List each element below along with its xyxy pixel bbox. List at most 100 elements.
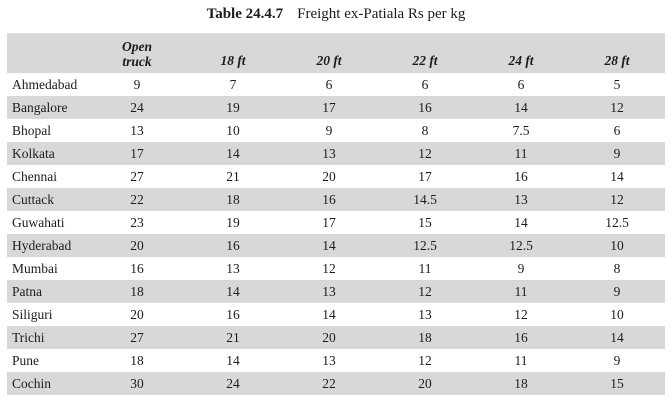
row-city-label: Siliguri bbox=[12, 306, 53, 322]
row-city-label: Kolkata bbox=[7, 142, 89, 165]
table-row: Patna 18 14 13 12 11 9 bbox=[7, 280, 665, 303]
freight-value-cell: 10 bbox=[610, 306, 624, 322]
freight-value-cell: 19 bbox=[185, 96, 281, 119]
row-city-label: Trichi bbox=[7, 326, 89, 349]
freight-value-cell: 14.5 bbox=[377, 188, 473, 211]
table-row: Ahmedabad 9 7 6 6 6 5 bbox=[7, 73, 665, 96]
freight-value-cell: 13 bbox=[281, 280, 377, 303]
freight-value-cell: 16 bbox=[185, 234, 281, 257]
header-open-truck: Open truck bbox=[89, 33, 185, 73]
freight-value-cell: 21 bbox=[226, 168, 240, 184]
table-row: Bhopal 13 10 9 8 7.5 6 bbox=[7, 119, 665, 142]
row-city-label: Cochin bbox=[7, 372, 89, 395]
table-number: Table 24.4.7 bbox=[206, 6, 284, 22]
freight-value-cell: 12 bbox=[569, 188, 665, 211]
freight-value-cell: 11 bbox=[418, 260, 432, 276]
freight-value-cell: 13 bbox=[281, 142, 377, 165]
freight-value-cell: 17 bbox=[89, 142, 185, 165]
freight-value-cell: 9 bbox=[569, 280, 665, 303]
row-city-label: Hyderabad bbox=[7, 234, 89, 257]
freight-value-cell: 13 bbox=[322, 352, 336, 368]
freight-value-cell: 20 bbox=[377, 372, 473, 395]
header-18ft: 18 ft bbox=[185, 33, 281, 73]
freight-value-cell: 8 bbox=[613, 260, 621, 276]
row-city-label: Cuttack bbox=[7, 188, 89, 211]
freight-value-cell: 14 bbox=[185, 142, 281, 165]
table-row: Chennai 27 21 20 17 16 14 bbox=[7, 165, 665, 188]
table-row: Hyderabad 20 16 14 12.5 12.5 10 bbox=[7, 234, 665, 257]
table-row: Bangalore 24 19 17 16 14 12 bbox=[7, 96, 665, 119]
freight-value-cell: 20 bbox=[89, 234, 185, 257]
freight-value-cell: 18 bbox=[377, 326, 473, 349]
table-row: Mumbai 16 13 12 11 9 8 bbox=[7, 257, 665, 280]
header-22ft: 22 ft bbox=[377, 33, 473, 73]
freight-value-cell: 8 bbox=[421, 122, 429, 138]
freight-value-cell: 12 bbox=[377, 142, 473, 165]
freight-value-cell: 16 bbox=[514, 168, 528, 184]
freight-value-cell: 19 bbox=[226, 214, 240, 230]
table-row: Cochin 30 24 22 20 18 15 bbox=[7, 372, 665, 395]
row-city-label: Patna bbox=[7, 280, 89, 303]
freight-value-cell: 21 bbox=[185, 326, 281, 349]
freight-value-cell: 17 bbox=[322, 214, 336, 230]
freight-value-cell: 12 bbox=[377, 280, 473, 303]
freight-value-cell: 16 bbox=[130, 260, 144, 276]
table-row: Siliguri 20 16 14 13 12 10 bbox=[7, 303, 665, 326]
freight-value-cell: 22 bbox=[281, 372, 377, 395]
freight-value-cell: 6 bbox=[517, 76, 525, 92]
freight-value-cell: 13 bbox=[226, 260, 240, 276]
freight-value-cell: 7.5 bbox=[512, 122, 530, 138]
freight-value-cell: 14 bbox=[185, 280, 281, 303]
freight-value-cell: 13 bbox=[130, 122, 144, 138]
freight-value-cell: 12.5 bbox=[605, 214, 629, 230]
freight-value-cell: 24 bbox=[89, 96, 185, 119]
table-row: Cuttack 22 18 16 14.5 13 12 bbox=[7, 188, 665, 211]
freight-value-cell: 22 bbox=[89, 188, 185, 211]
freight-value-cell: 9 bbox=[613, 352, 621, 368]
freight-value-cell: 9 bbox=[133, 76, 141, 92]
freight-value-cell: 17 bbox=[281, 96, 377, 119]
table-row: Pune 18 14 13 12 11 9 bbox=[7, 349, 665, 372]
row-city-label: Bangalore bbox=[7, 96, 89, 119]
table-title: Freight ex-Patiala Rs per kg bbox=[297, 6, 466, 22]
row-city-label: Bhopal bbox=[12, 122, 51, 138]
freight-value-cell: 10 bbox=[569, 234, 665, 257]
freight-value-cell: 12.5 bbox=[473, 234, 569, 257]
freight-value-cell: 14 bbox=[569, 326, 665, 349]
freight-value-cell: 13 bbox=[418, 306, 432, 322]
table-header-row: Open truck 18 ft 20 ft 22 ft 24 ft 28 ft bbox=[7, 33, 665, 73]
freight-value-cell: 18 bbox=[185, 188, 281, 211]
freight-value-cell: 27 bbox=[89, 326, 185, 349]
table-row: Guwahati 23 19 17 15 14 12.5 bbox=[7, 211, 665, 234]
header-city-blank bbox=[7, 33, 89, 73]
freight-value-cell: 18 bbox=[89, 280, 185, 303]
freight-value-cell: 23 bbox=[130, 214, 144, 230]
row-city-label: Ahmedabad bbox=[12, 76, 78, 92]
freight-value-cell: 7 bbox=[229, 76, 237, 92]
row-city-label: Mumbai bbox=[12, 260, 58, 276]
freight-value-cell: 16 bbox=[226, 306, 240, 322]
header-20ft: 20 ft bbox=[281, 33, 377, 73]
freight-value-cell: 11 bbox=[473, 280, 569, 303]
freight-value-cell: 9 bbox=[517, 260, 525, 276]
freight-value-cell: 13 bbox=[473, 188, 569, 211]
freight-table: Open truck 18 ft 20 ft 22 ft 24 ft 28 ft… bbox=[7, 33, 665, 395]
header-28ft: 28 ft bbox=[569, 33, 665, 73]
freight-value-cell: 18 bbox=[473, 372, 569, 395]
freight-value-cell: 14 bbox=[281, 234, 377, 257]
freight-value-cell: 15 bbox=[569, 372, 665, 395]
freight-value-cell: 20 bbox=[281, 326, 377, 349]
freight-value-cell: 17 bbox=[418, 168, 432, 184]
freight-value-cell: 14 bbox=[473, 96, 569, 119]
table-row: Kolkata 17 14 13 12 11 9 bbox=[7, 142, 665, 165]
freight-value-cell: 16 bbox=[377, 96, 473, 119]
freight-value-cell: 5 bbox=[613, 76, 621, 92]
freight-value-cell: 16 bbox=[281, 188, 377, 211]
freight-value-cell: 12.5 bbox=[377, 234, 473, 257]
header-24ft: 24 ft bbox=[473, 33, 569, 73]
freight-value-cell: 15 bbox=[418, 214, 432, 230]
freight-value-cell: 11 bbox=[473, 142, 569, 165]
freight-value-cell: 6 bbox=[421, 76, 429, 92]
freight-value-cell: 24 bbox=[185, 372, 281, 395]
